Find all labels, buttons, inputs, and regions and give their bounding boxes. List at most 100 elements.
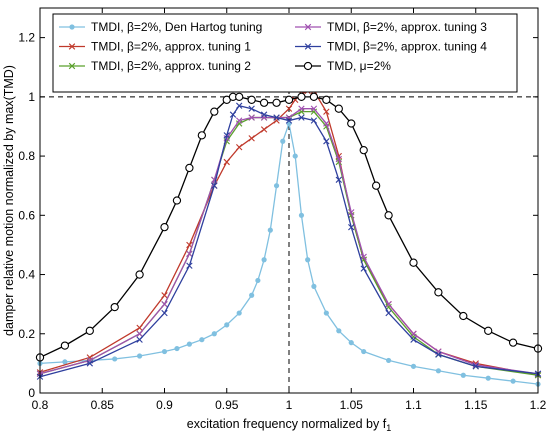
series-6-point	[110, 302, 119, 312]
series-6-point	[371, 181, 381, 190]
series-6-point	[508, 338, 518, 347]
series-6-point	[334, 104, 343, 113]
series-1-point	[174, 345, 180, 352]
series-6-point	[210, 107, 219, 116]
series-6-point	[272, 98, 281, 107]
series-1-point	[361, 348, 367, 355]
series-6-point	[359, 146, 368, 155]
series-2-point	[223, 158, 230, 166]
series-1-point	[336, 328, 342, 334]
series-1-point	[236, 310, 242, 316]
series-5-point	[229, 111, 237, 118]
series-1-point	[280, 138, 286, 144]
legend-label: TMDI, β=2%, approx. tuning 4	[327, 40, 487, 54]
legend-entry-1: TMDI, β=2%, Den Hartog tuning	[59, 20, 262, 34]
y-axis-ticks: 0 0.2 0.4 0.6 0.8 1 1.2	[18, 31, 538, 400]
series-2-point	[161, 292, 168, 299]
x-tick-label: 0.95	[215, 398, 239, 412]
series-1-point	[267, 227, 273, 233]
series-6-point	[297, 92, 306, 101]
legend-entry-4: TMDI, β=2%, approx. tuning 3	[295, 20, 487, 34]
series-4-point	[186, 250, 193, 257]
legend-entry-2: TMDI, β=2%, approx. tuning 1	[59, 40, 251, 54]
series-6-point	[434, 288, 443, 297]
x-tick-label: 0.85	[91, 398, 115, 412]
y-axis-label: damper relative motion normalized by max…	[2, 65, 16, 336]
series-1-point	[255, 277, 261, 284]
legend-label: TMD, μ=2%	[327, 59, 391, 73]
series-5-point	[186, 262, 193, 269]
series-6-point	[185, 163, 194, 173]
series-1-point	[62, 359, 68, 365]
series-5-point	[260, 111, 268, 118]
legend-entry-6: TMD, μ=2%	[295, 59, 391, 73]
series-5-point	[161, 309, 168, 317]
series-1-point	[224, 322, 230, 328]
series-1	[37, 120, 541, 387]
series-6-point	[322, 95, 331, 104]
series-4-point	[348, 209, 355, 216]
y-tick-label: 0.4	[18, 268, 35, 282]
series-1-point	[510, 378, 516, 384]
legend-label: TMDI, β=2%, Den Hartog tuning	[91, 20, 262, 34]
legend-swatch-marker	[69, 24, 75, 30]
series-1-point	[298, 212, 305, 218]
series-1-point	[261, 257, 267, 263]
series-1-point	[249, 292, 255, 298]
series-4-point	[298, 105, 305, 112]
series-6-point	[384, 211, 393, 220]
series-4-point	[385, 300, 392, 308]
x-tick-label: 0.8	[32, 398, 49, 412]
legend-entry-3: TMDI, β=2%, approx. tuning 2	[59, 59, 251, 73]
series-5-line	[39, 104, 539, 378]
legend-swatch-marker	[303, 61, 313, 71]
series-5-point	[323, 138, 330, 145]
series-5-point	[410, 336, 417, 343]
x-tick-label: 1.05	[340, 398, 364, 412]
series-6-point	[85, 326, 94, 335]
series-6-point	[309, 92, 319, 101]
series-5-point	[335, 176, 342, 183]
series-4-point	[410, 330, 417, 337]
x-axis-label-main: excitation frequency normalized by f	[187, 417, 387, 431]
series-1-point	[137, 353, 143, 359]
series-4-point	[161, 300, 168, 308]
series-5-point	[86, 360, 93, 367]
series-4-point	[136, 330, 143, 337]
series-1-point	[460, 372, 466, 378]
series-1-point	[161, 348, 168, 355]
series-1-point	[485, 375, 491, 381]
series-2-point	[260, 126, 268, 133]
series-6-point	[60, 341, 70, 350]
series-1-point	[435, 368, 441, 374]
series-1-point	[211, 331, 217, 337]
series-5-point	[223, 132, 230, 139]
series-5-point	[348, 223, 355, 231]
series-1-point	[323, 310, 329, 316]
series-6-point	[284, 95, 294, 104]
series-layer	[35, 87, 543, 387]
x-tick-label: 1.15	[464, 398, 488, 412]
x-tick-label: 1.1	[405, 398, 422, 412]
series-2-point	[248, 135, 255, 142]
series-5-point	[211, 182, 218, 189]
legend-label: TMDI, β=2%, approx. tuning 1	[91, 40, 251, 54]
legend-swatch-marker	[68, 43, 76, 50]
series-2-point	[136, 324, 143, 332]
series-1-point	[292, 153, 298, 159]
series-6-point	[235, 92, 244, 101]
series-5-point	[248, 105, 255, 112]
series-6-point	[484, 326, 493, 335]
series-1-point	[386, 357, 392, 364]
series-6-point	[247, 95, 256, 104]
series-5-point	[385, 309, 392, 317]
series-1-point	[273, 183, 280, 189]
series-5-point	[360, 265, 367, 272]
series-6-point	[459, 311, 468, 321]
series-5-point	[472, 363, 479, 370]
series-1-point	[311, 283, 317, 289]
x-axis-label: excitation frequency normalized by f1	[187, 417, 391, 433]
series-5-point	[273, 114, 280, 121]
series-6-point	[172, 196, 182, 205]
